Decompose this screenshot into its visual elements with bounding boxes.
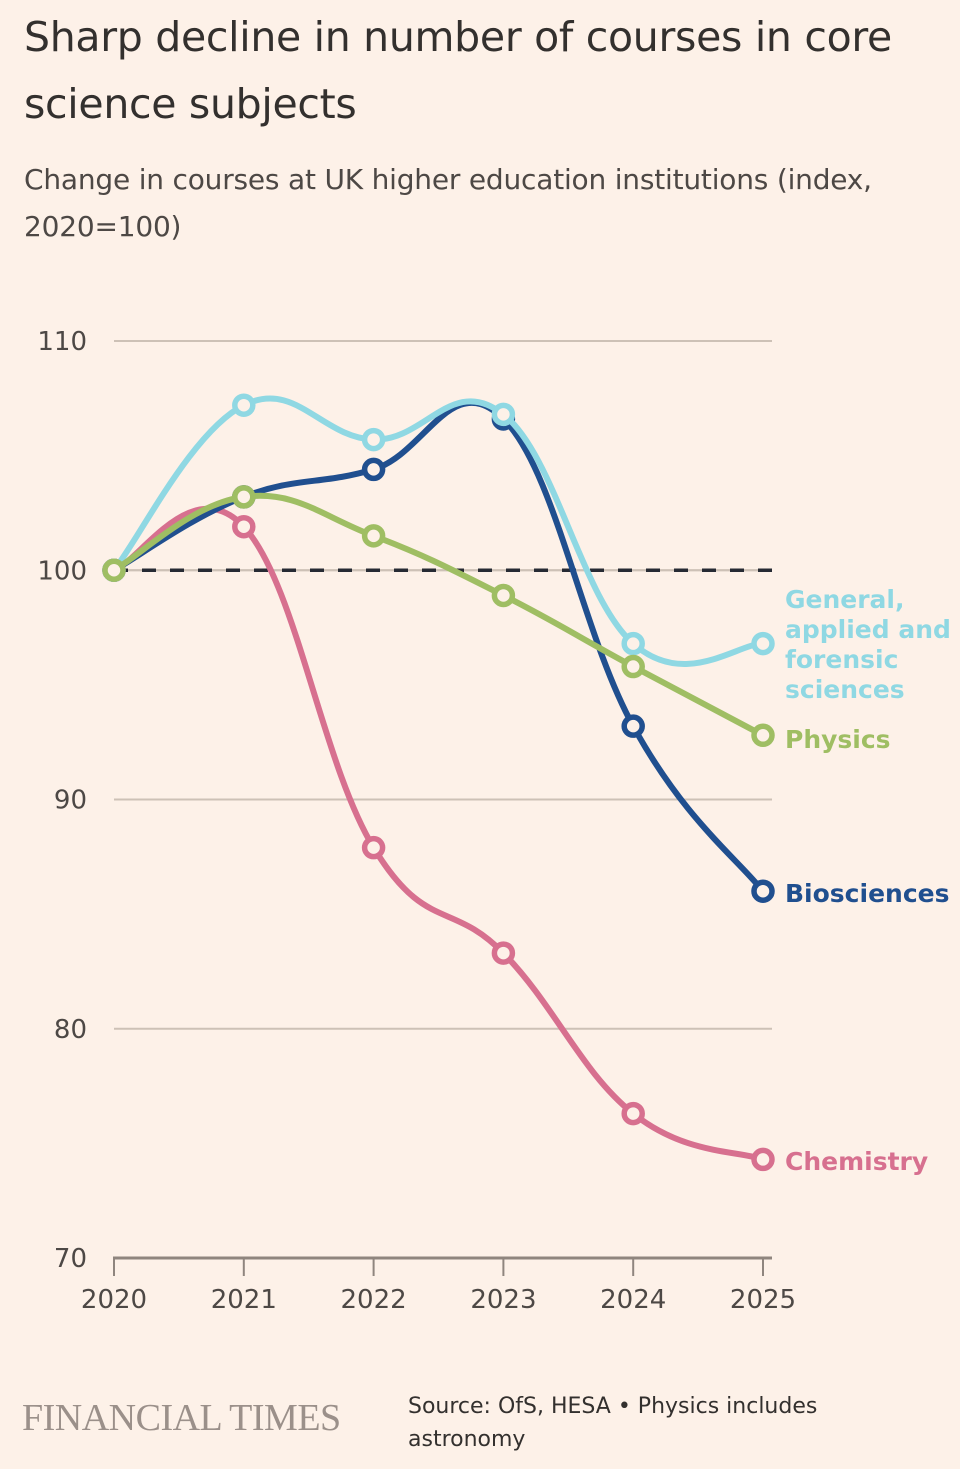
y-tick-label: 110 [37, 327, 87, 357]
series-label-line: sciences [785, 675, 905, 704]
data-point-physics-2020 [102, 558, 126, 582]
data-point-chemistry-2024 [621, 1101, 645, 1126]
x-tick-label: 2025 [730, 1285, 796, 1315]
series-labels: General, applied and forensic sciences Biosc… [785, 585, 951, 1176]
data-point-chemistry-2021 [232, 514, 256, 539]
chart-subtitle: Change in courses at UK higher education… [24, 163, 872, 243]
x-axis: 2020 2021 2022 2023 2024 2025 [81, 1256, 796, 1315]
series-label-line: General, [785, 585, 905, 614]
y-axis-ticks: 70 80 90 100 110 [37, 327, 87, 1274]
series-line-general-applied-and-forensic-sciences [111, 395, 766, 667]
y-tick-label: 100 [37, 556, 87, 586]
series-line-biosciences [111, 399, 766, 895]
series-label-line: applied and [785, 615, 951, 644]
series-label-physics: Physics [785, 725, 891, 754]
data-point-chemistry-2025 [751, 1147, 775, 1172]
series-label-line: forensic [785, 645, 898, 674]
data-point-general-applied-and-forensic-sciences-2023 [491, 402, 516, 427]
x-tick-label: 2024 [600, 1285, 666, 1315]
data-point-general-applied-and-forensic-sciences-2025 [751, 631, 775, 656]
series-lines [102, 393, 775, 1172]
series-line-chemistry [111, 506, 766, 1163]
x-tick-label: 2022 [341, 1285, 407, 1315]
data-point-general-applied-and-forensic-sciences-2021 [232, 393, 256, 417]
line-chart: 70 80 90 100 110 2020 2021 2022 2023 2024 2025 Ge… [37, 327, 951, 1315]
data-point-physics-2022 [361, 524, 386, 548]
y-tick-label: 70 [54, 1244, 87, 1274]
data-point-biosciences-2022 [361, 457, 386, 482]
series-line-physics [111, 492, 766, 739]
data-point-physics-2025 [751, 723, 775, 748]
data-point-physics-2024 [621, 654, 645, 679]
source-note: Source: OfS, HESA • Physics includes ast… [408, 1394, 818, 1452]
data-point-biosciences-2025 [751, 879, 775, 903]
data-point-physics-2023 [491, 583, 516, 608]
data-point-general-applied-and-forensic-sciences-2024 [621, 631, 645, 656]
y-tick-label: 90 [54, 786, 87, 816]
series-label-general-applied-and-forensic-sciences: General, applied and forensic sciences [785, 585, 951, 704]
chart-title: Sharp decline in number of courses in co… [24, 13, 892, 128]
series-label-line: Biosciences [785, 879, 949, 908]
data-point-chemistry-2022 [361, 835, 386, 860]
series-label-chemistry: Chemistry [785, 1147, 928, 1176]
x-tick-label: 2023 [470, 1285, 536, 1315]
data-point-biosciences-2024 [621, 714, 645, 738]
series-biosciences [102, 399, 775, 903]
series-label-biosciences: Biosciences [785, 879, 949, 908]
series-physics [102, 485, 775, 748]
data-point-physics-2021 [232, 485, 256, 509]
y-tick-label: 80 [54, 1015, 87, 1045]
series-label-line: Chemistry [785, 1147, 928, 1176]
series-label-line: Physics [785, 725, 891, 754]
series-chemistry [102, 506, 775, 1172]
ft-logo: FINANCIAL TIMES [22, 1397, 341, 1439]
data-point-general-applied-and-forensic-sciences-2022 [361, 427, 386, 452]
x-tick-label: 2020 [81, 1285, 147, 1315]
x-tick-label: 2021 [211, 1285, 277, 1315]
series-general-applied-and-forensic-sciences [102, 393, 775, 667]
data-point-chemistry-2023 [491, 941, 516, 965]
